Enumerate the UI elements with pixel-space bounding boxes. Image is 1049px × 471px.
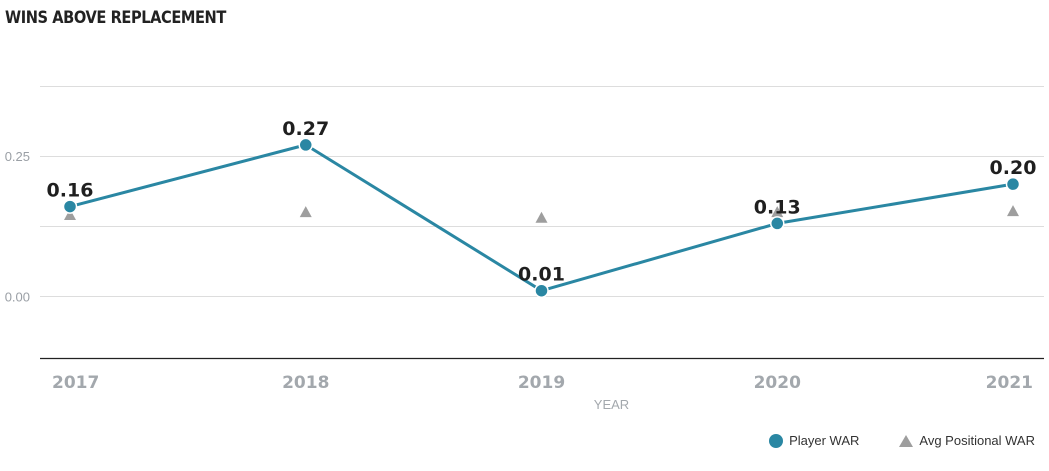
x-tick-label: 2020 (754, 373, 801, 393)
legend-item-player-war[interactable]: Player WAR (769, 433, 859, 448)
legend-label-player-war: Player WAR (789, 433, 860, 448)
player-war-point (770, 216, 785, 231)
data-label: 0.13 (754, 196, 801, 218)
legend-label-avg-positional-war: Avg Positional WAR (919, 433, 1035, 448)
x-tick-label: 2019 (518, 373, 565, 393)
data-label: 0.27 (282, 118, 329, 140)
player-war-point (1005, 176, 1021, 192)
avg-war-marker (771, 206, 784, 218)
avg-war-marker (299, 206, 312, 218)
data-label: 0.20 (990, 157, 1037, 179)
legend-item-avg-positional-war[interactable]: Avg Positional WAR (899, 433, 1035, 448)
data-label: 0.16 (47, 180, 94, 202)
avg-positional-war-series (64, 205, 1019, 223)
y-tick-label: 0.25 (5, 149, 30, 164)
player-war-point (298, 137, 313, 153)
y-tick-label: 0.00 (5, 289, 30, 304)
data-labels: 0.16 0.27 0.01 0.13 0.20 (47, 118, 1037, 286)
x-tick-label: 2021 (986, 373, 1033, 393)
player-war-point (62, 199, 78, 214)
x-axis-label: YEAR (594, 397, 629, 412)
player-war-series (62, 137, 1021, 298)
x-tick-label: 2018 (282, 373, 329, 393)
avg-war-marker (1007, 205, 1019, 217)
avg-war-marker (64, 208, 76, 220)
y-axis-ticks: 0.25 0.00 (5, 149, 30, 304)
circle-marker-icon (769, 433, 784, 448)
player-war-point (534, 283, 549, 298)
avg-war-marker (535, 211, 548, 223)
x-axis-ticks: 2017 2018 2019 2020 2021 (52, 373, 1033, 393)
triangle-marker-icon (899, 434, 914, 447)
legend: Player WAR Avg Positional WAR (769, 433, 1035, 448)
chart-title: WINS ABOVE REPLACEMENT (5, 8, 226, 28)
data-label: 0.01 (518, 264, 565, 286)
x-tick-label: 2017 (52, 373, 99, 393)
